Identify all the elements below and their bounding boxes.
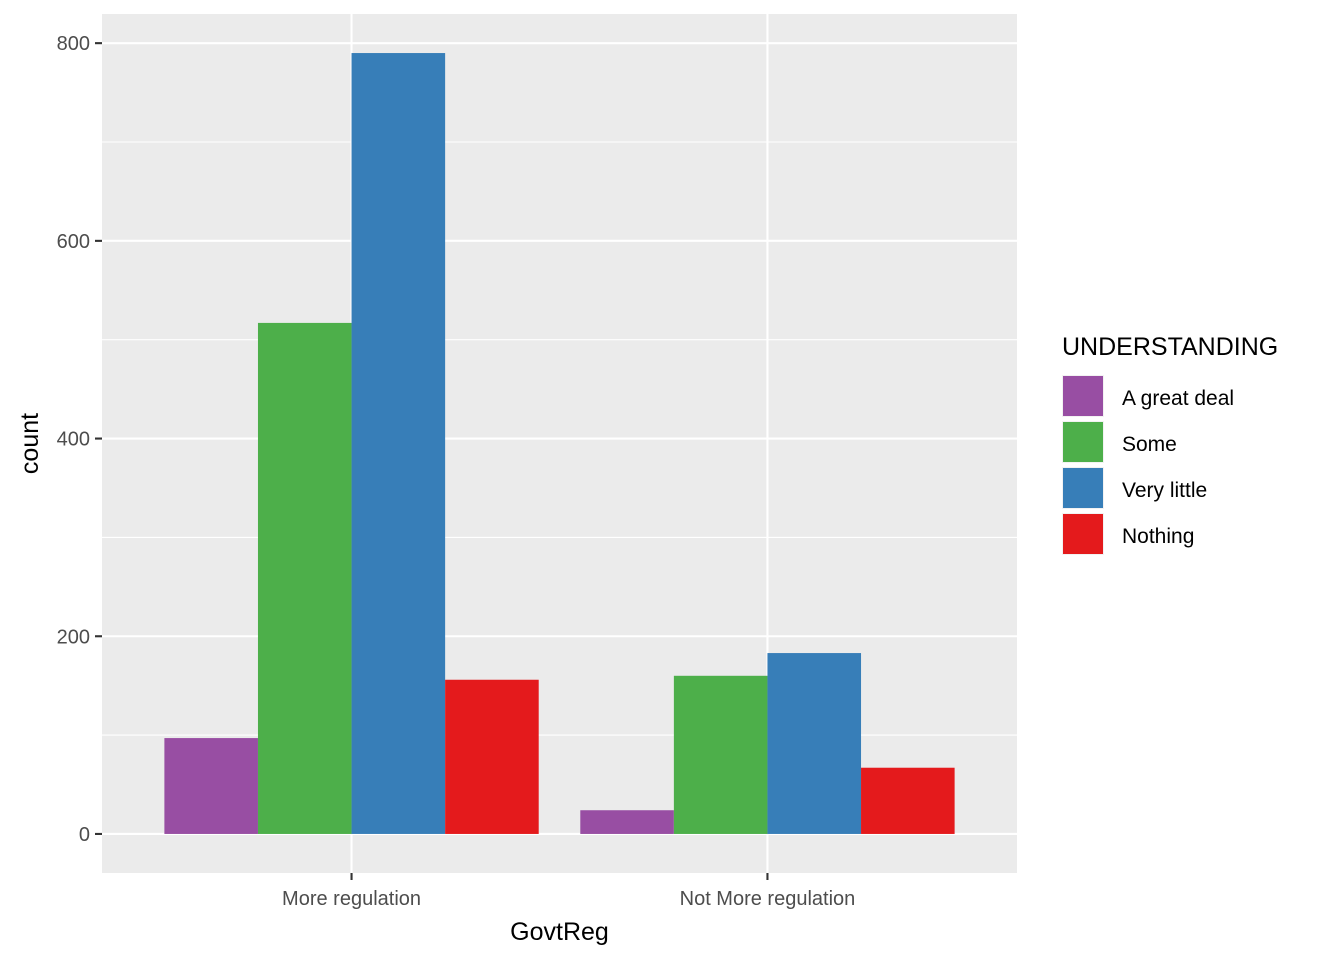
legend-label: Nothing: [1122, 525, 1194, 548]
bar: [257, 322, 352, 834]
y-tick-label: 0: [79, 824, 90, 846]
legend-label: Some: [1122, 433, 1177, 456]
legend-key: [1063, 376, 1103, 416]
bar: [673, 675, 768, 834]
x-tick-label: More regulation: [282, 888, 421, 910]
legend-key: [1063, 514, 1103, 554]
x-axis-title: GovtReg: [510, 918, 609, 946]
bar: [861, 767, 955, 834]
legend-title: UNDERSTANDING: [1062, 333, 1278, 361]
legend-key: [1063, 468, 1103, 508]
legend-key: [1063, 422, 1103, 462]
y-tick-label: 600: [57, 231, 90, 253]
legend-label: A great deal: [1122, 387, 1234, 410]
y-tick-label: 200: [57, 626, 90, 648]
legend: UNDERSTANDING A great deal Some Very littl…: [1062, 333, 1278, 555]
bar: [351, 53, 446, 834]
panel-background: [102, 14, 1017, 873]
bar: [767, 653, 862, 834]
minor-gridlines: [102, 141, 1017, 736]
y-axis-title: count: [16, 413, 44, 474]
y-tick-label: 800: [57, 33, 90, 55]
bar: [580, 810, 674, 834]
y-tick-label: 400: [57, 429, 90, 451]
x-axis: More regulation Not More regulation: [282, 873, 855, 910]
bars: [164, 53, 955, 834]
y-axis: 0 200 400 600 800: [57, 33, 102, 846]
bar: [164, 738, 258, 834]
legend-label: Very little: [1122, 479, 1207, 502]
bar: [445, 679, 539, 834]
x-tick-label: Not More regulation: [680, 888, 856, 910]
